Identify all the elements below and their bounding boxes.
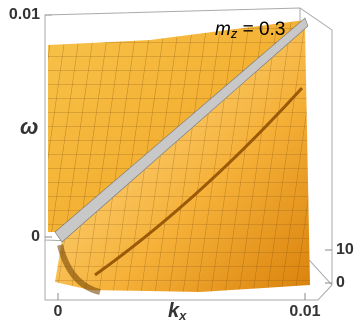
x-label-sub: x xyxy=(178,308,187,323)
z-tick-label: 0 xyxy=(336,274,345,291)
annotation-sub: z xyxy=(230,26,238,41)
x-axis-label: kx xyxy=(168,300,187,323)
x-tick-label: 0.01 xyxy=(289,303,320,320)
y-tick-label: 0.01 xyxy=(9,6,40,23)
annotation-base: m xyxy=(215,19,231,40)
annotation-rest: = 0.3 xyxy=(237,19,285,40)
x-label-base: k xyxy=(168,300,180,322)
z-tick-label: 10 xyxy=(336,241,354,258)
y-tick-label: 0 xyxy=(31,228,40,245)
surface xyxy=(48,17,310,295)
x-tick-label: 0 xyxy=(54,303,63,320)
y-axis-label: ω xyxy=(20,114,38,139)
annotation: mz = 0.3 xyxy=(215,19,285,41)
